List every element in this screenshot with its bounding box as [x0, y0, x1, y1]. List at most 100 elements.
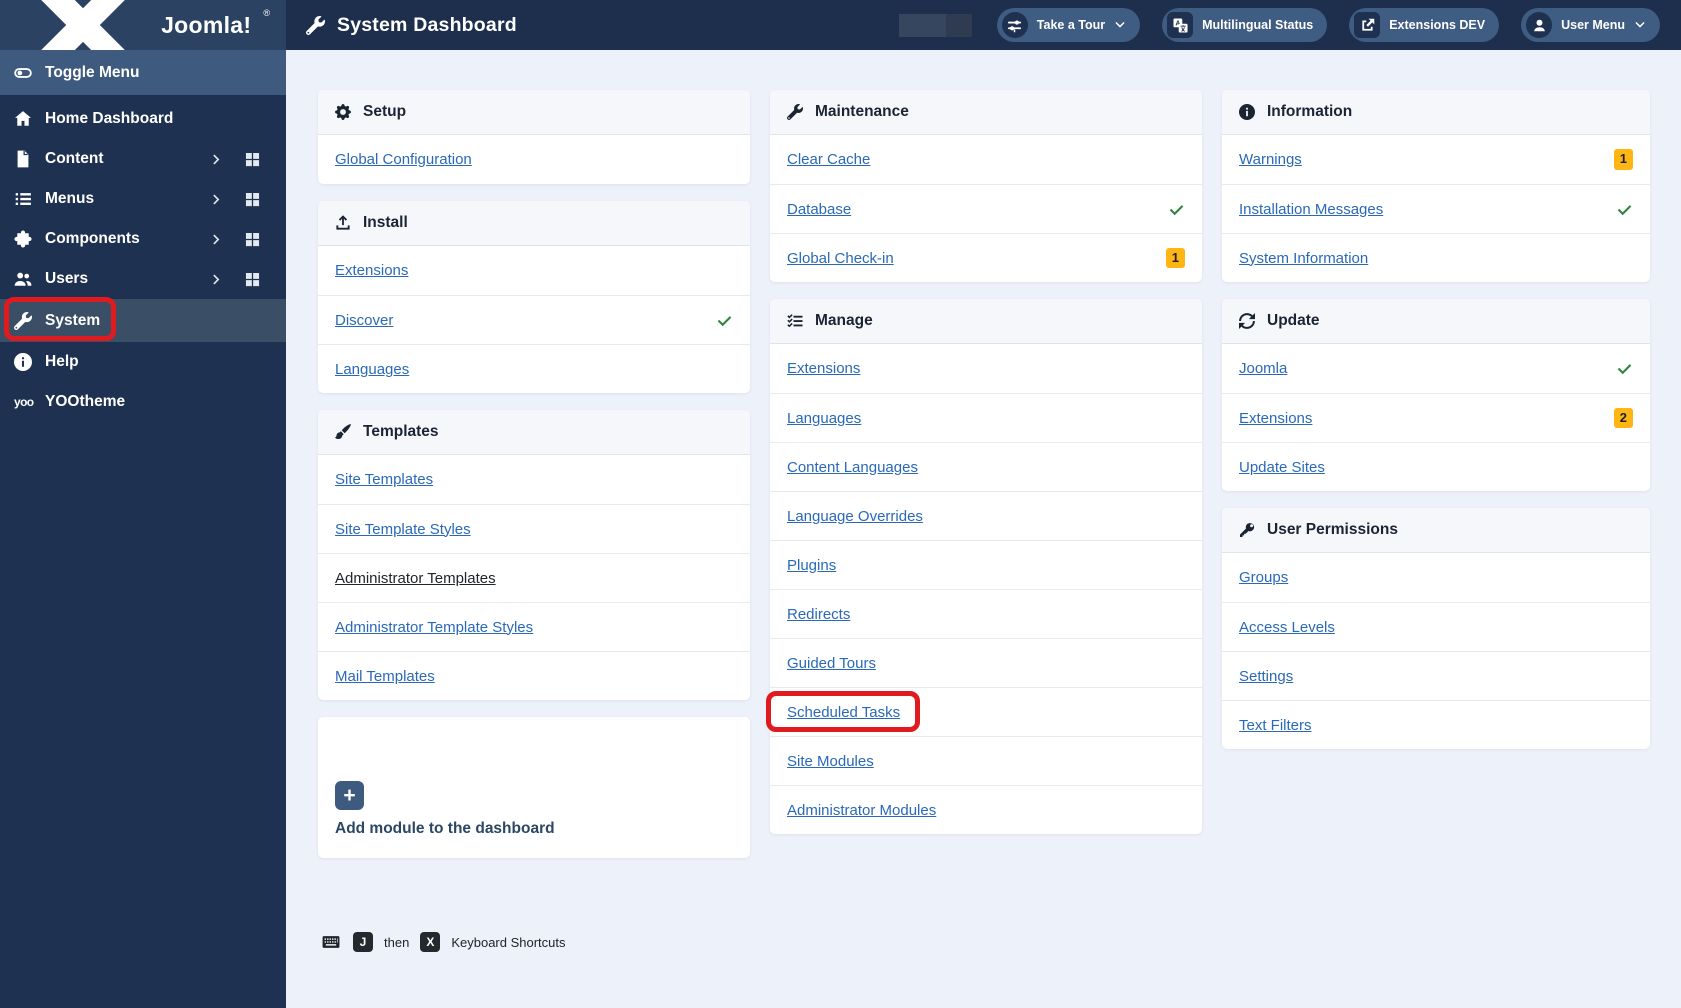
menus-icon	[14, 190, 32, 208]
link-global-check-in[interactable]: Global Check-in	[787, 249, 894, 267]
dashboard-row-extensions: Extensions 2	[1222, 393, 1650, 442]
link-administrator-templates[interactable]: Administrator Templates	[335, 569, 496, 587]
sidebar-item-users[interactable]: Users	[0, 259, 286, 299]
sidebar-item-components[interactable]: Components	[0, 219, 286, 259]
link-global-configuration[interactable]: Global Configuration	[335, 151, 472, 168]
link-access-levels[interactable]: Access Levels	[1239, 618, 1335, 636]
link-clear-cache[interactable]: Clear Cache	[787, 151, 871, 168]
dashboard-row-discover: Discover	[318, 295, 750, 344]
card-header: Information	[1222, 90, 1650, 135]
dashboard-row-joomla: Joomla	[1222, 344, 1650, 393]
list-check-icon	[787, 313, 803, 329]
link-languages[interactable]: Languages	[787, 409, 862, 427]
dashboard-row-site-templates: Site Templates	[318, 455, 750, 504]
info-icon	[1239, 104, 1255, 120]
topbar: System Dashboard Take a Tour A Multilingua…	[286, 0, 1681, 50]
chevron-right-icon	[210, 273, 223, 286]
link-site-templates[interactable]: Site Templates	[335, 471, 434, 488]
multilingual-status-button[interactable]: A Multilingual Status	[1162, 8, 1328, 42]
card-user-permissions: User Permissions Groups Access Levels Setti…	[1222, 508, 1650, 750]
content-icon	[14, 150, 32, 168]
link-extensions[interactable]: Extensions	[787, 360, 861, 378]
link-language-overrides[interactable]: Language Overrides	[787, 507, 923, 525]
dashboard-row-groups: Groups	[1222, 553, 1650, 602]
link-update-sites[interactable]: Update Sites	[1239, 458, 1325, 476]
card-templates: Templates Site Templates Site Template Sty…	[318, 410, 750, 700]
wrench-icon	[14, 311, 32, 330]
link-site-modules[interactable]: Site Modules	[787, 752, 874, 770]
link-installation-messages[interactable]: Installation Messages	[1239, 200, 1384, 218]
page-title-wrap: System Dashboard	[306, 14, 899, 37]
link-groups[interactable]: Groups	[1239, 569, 1289, 587]
button-label: User Menu	[1561, 18, 1625, 32]
keyboard-shortcut-hint: J then X Keyboard Shortcuts	[320, 932, 1652, 982]
take-a-tour-button[interactable]: Take a Tour	[996, 8, 1141, 42]
dashboard-row-content-languages: Content Languages	[770, 442, 1202, 491]
card-title: Manage	[815, 312, 873, 330]
card-header: Install	[318, 201, 750, 246]
link-languages[interactable]: Languages	[335, 360, 410, 378]
sidebar-item-content[interactable]: Content	[0, 139, 286, 179]
card-title: Install	[363, 214, 408, 231]
wrench-icon	[787, 104, 803, 120]
dashboard-row-installation-messages: Installation Messages	[1222, 184, 1650, 233]
dashboard-row-languages: Languages	[770, 393, 1202, 442]
button-label: Extensions DEV	[1389, 18, 1486, 32]
dashboard-row-database: Database	[770, 184, 1202, 233]
page-title: System Dashboard	[337, 13, 517, 36]
grid-icon	[245, 232, 260, 247]
add-module-button[interactable]: +	[335, 781, 364, 810]
count-badge: 1	[1165, 248, 1185, 269]
link-text-filters[interactable]: Text Filters	[1239, 716, 1312, 734]
link-mail-templates[interactable]: Mail Templates	[335, 667, 435, 685]
link-site-template-styles[interactable]: Site Template Styles	[335, 520, 471, 538]
translate-icon: A	[1167, 12, 1194, 38]
sidebar-item-help[interactable]: Help	[0, 342, 286, 382]
toggle-icon	[14, 64, 32, 82]
sidebar-item-system[interactable]: System	[0, 297, 286, 342]
sidebar-item-home-dashboard[interactable]: Home Dashboard	[0, 99, 286, 139]
link-discover[interactable]: Discover	[335, 311, 394, 329]
card-title: Information	[1267, 103, 1353, 120]
sidebar-item-yootheme[interactable]: yoo YOOtheme	[0, 382, 286, 422]
sidebar-nav: Home Dashboard Content Menus Components User…	[0, 95, 286, 422]
link-warnings[interactable]: Warnings	[1239, 151, 1302, 168]
dashboard-row-update-sites: Update Sites	[1222, 442, 1650, 491]
link-settings[interactable]: Settings	[1239, 667, 1294, 685]
count-badge: 2	[1613, 408, 1633, 429]
toggle-menu-button[interactable]: Toggle Menu	[0, 50, 286, 95]
loading-placeholder	[898, 13, 972, 37]
link-joomla[interactable]: Joomla	[1239, 360, 1288, 377]
extensions-dev-button[interactable]: Extensions DEV	[1349, 8, 1500, 42]
chevron-down-icon	[1634, 19, 1646, 31]
link-administrator-modules[interactable]: Administrator Modules	[787, 801, 937, 819]
users-icon	[14, 270, 32, 288]
link-administrator-template-styles[interactable]: Administrator Template Styles	[335, 618, 534, 636]
sidebar-item-menus[interactable]: Menus	[0, 179, 286, 219]
card-header: Update	[1222, 299, 1650, 344]
joomla-logo-text: Joomla!	[161, 11, 252, 38]
link-system-information[interactable]: System Information	[1239, 249, 1369, 267]
sidebar-item-label: Menus	[45, 190, 95, 207]
card-title: User Permissions	[1267, 521, 1398, 539]
card-title: Templates	[363, 423, 439, 440]
link-redirects[interactable]: Redirects	[787, 605, 851, 623]
link-database[interactable]: Database	[787, 200, 852, 218]
help-icon	[14, 353, 32, 371]
check-icon	[716, 312, 733, 329]
chevron-right-icon	[210, 193, 223, 206]
registered-mark: ®	[263, 8, 270, 18]
joomla-logo[interactable]: Joomla! ®	[0, 0, 286, 71]
link-extensions[interactable]: Extensions	[1239, 409, 1313, 427]
link-content-languages[interactable]: Content Languages	[787, 458, 918, 476]
dashboard-row-plugins: Plugins	[770, 540, 1202, 589]
dashboard-row-guided-tours: Guided Tours	[770, 638, 1202, 687]
user-menu-button[interactable]: User Menu	[1521, 8, 1660, 42]
link-extensions[interactable]: Extensions	[335, 262, 409, 279]
link-guided-tours[interactable]: Guided Tours	[787, 654, 876, 672]
link-plugins[interactable]: Plugins	[787, 556, 837, 574]
link-scheduled-tasks[interactable]: Scheduled Tasks	[766, 690, 921, 732]
signpost-icon	[1001, 12, 1028, 38]
chevron-right-icon	[210, 153, 223, 166]
sidebar-item-label: Help	[45, 353, 79, 370]
